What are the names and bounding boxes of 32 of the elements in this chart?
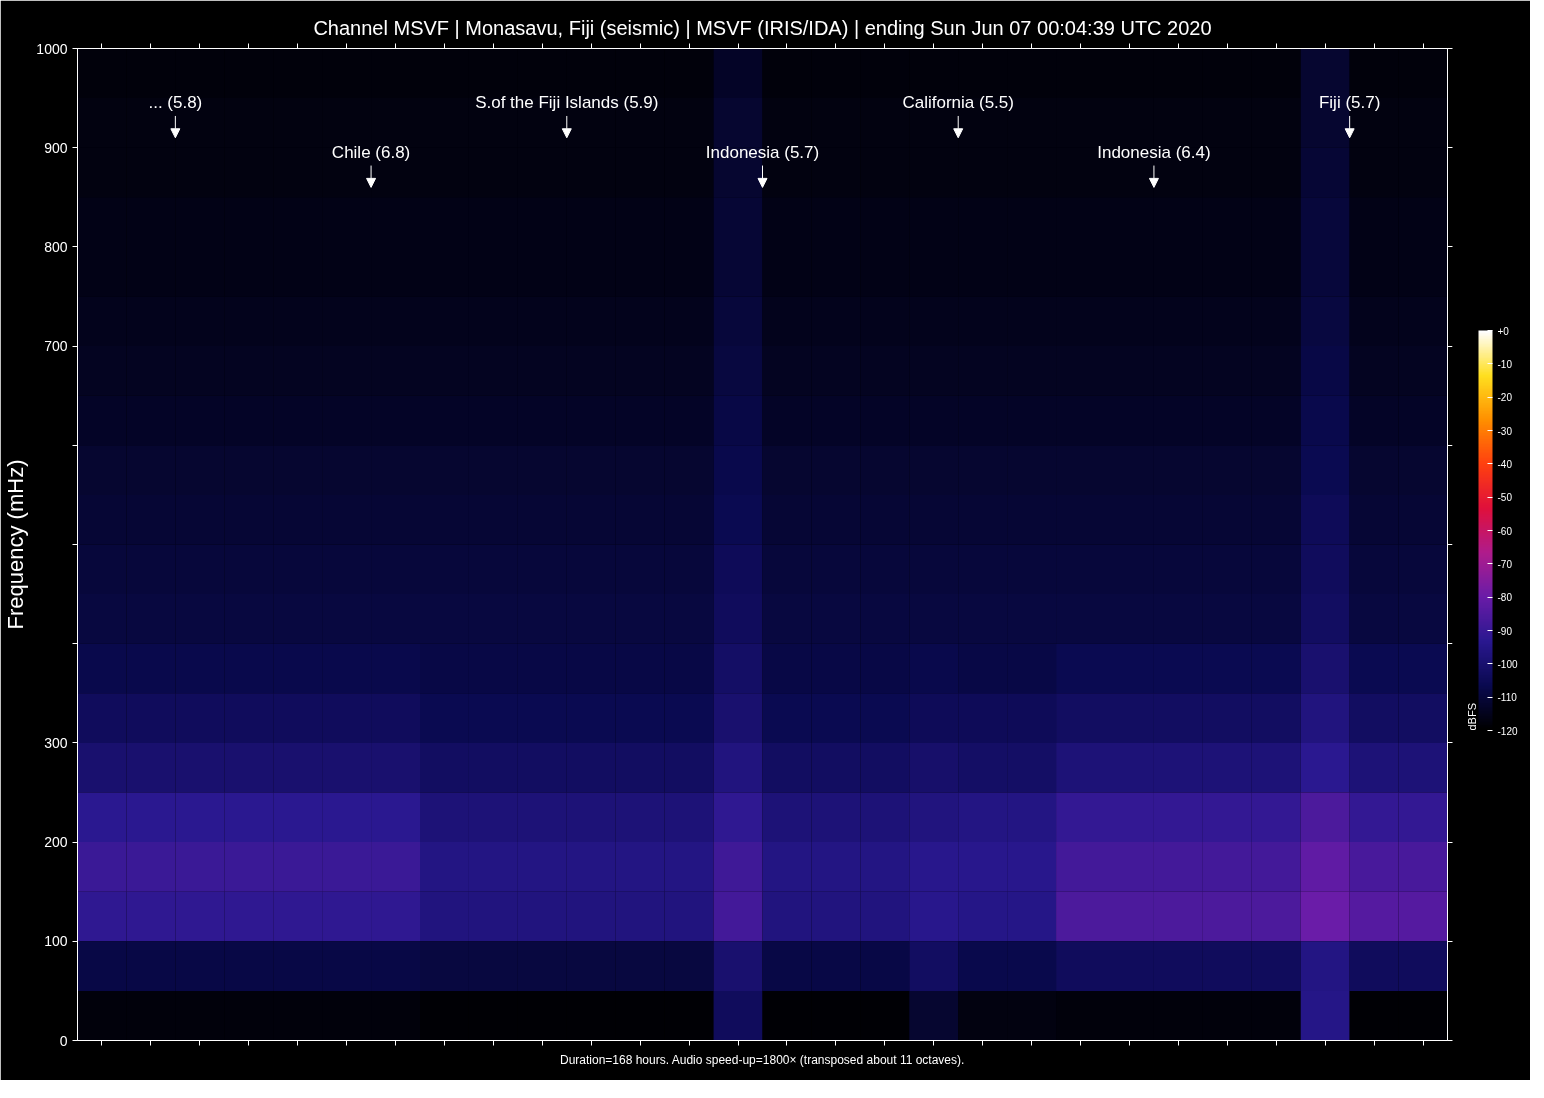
annotation: California (5.5) [902,92,1014,112]
y-tick-label: 0 [59,1032,68,1049]
color-bar-label: -10 [1497,358,1513,370]
y-axis-title: Frequency (mHz) [3,459,29,630]
color-bar-label: -100 [1497,658,1518,670]
annotation: Indonesia (5.7) [705,142,820,162]
color-bar-title: dBFS [1465,702,1478,731]
annotation: Fiji (5.7) [1318,92,1381,112]
y-tick-label: 800 [44,238,68,255]
y-tick-label: 1000 [36,40,68,57]
color-bar-label: -20 [1497,392,1513,404]
color-bar-label: -110 [1497,692,1518,704]
color-bar-label: -30 [1497,425,1513,437]
color-bar-label: -70 [1497,558,1513,570]
annotation: Indonesia (6.4) [1097,142,1211,162]
color-bar-label: +0 [1497,325,1510,337]
color-bar-label: -40 [1497,458,1513,470]
chart-title: Channel MSVF | Monasavu, Fiji (seismic) | MSVF (IRIS/IDA) | ending Sun Jun 07 00:04:39 UTC 2020 [313,16,1212,39]
text: Duration=168 hours. Audio speed-up=1800× (transposed about 11 octaves). [559,1052,965,1067]
annotation: S.of the Fiji Islands (5.9) [475,92,659,112]
color-bar-label: -60 [1497,525,1513,537]
y-tick-label: 700 [44,338,68,355]
y-tick-label: 300 [44,734,68,751]
y-tick-label: 900 [44,139,68,156]
color-bar-label: -50 [1497,492,1513,504]
annotation: Chile (6.8) [331,142,411,162]
color-bar-label: -120 [1497,725,1518,737]
color-bar-label: -90 [1497,625,1513,637]
y-tick-label: 200 [44,834,68,851]
y-tick-label: 100 [44,933,68,950]
color-bar-label: -80 [1497,592,1513,604]
annotation: ... (5.8) [148,92,203,112]
